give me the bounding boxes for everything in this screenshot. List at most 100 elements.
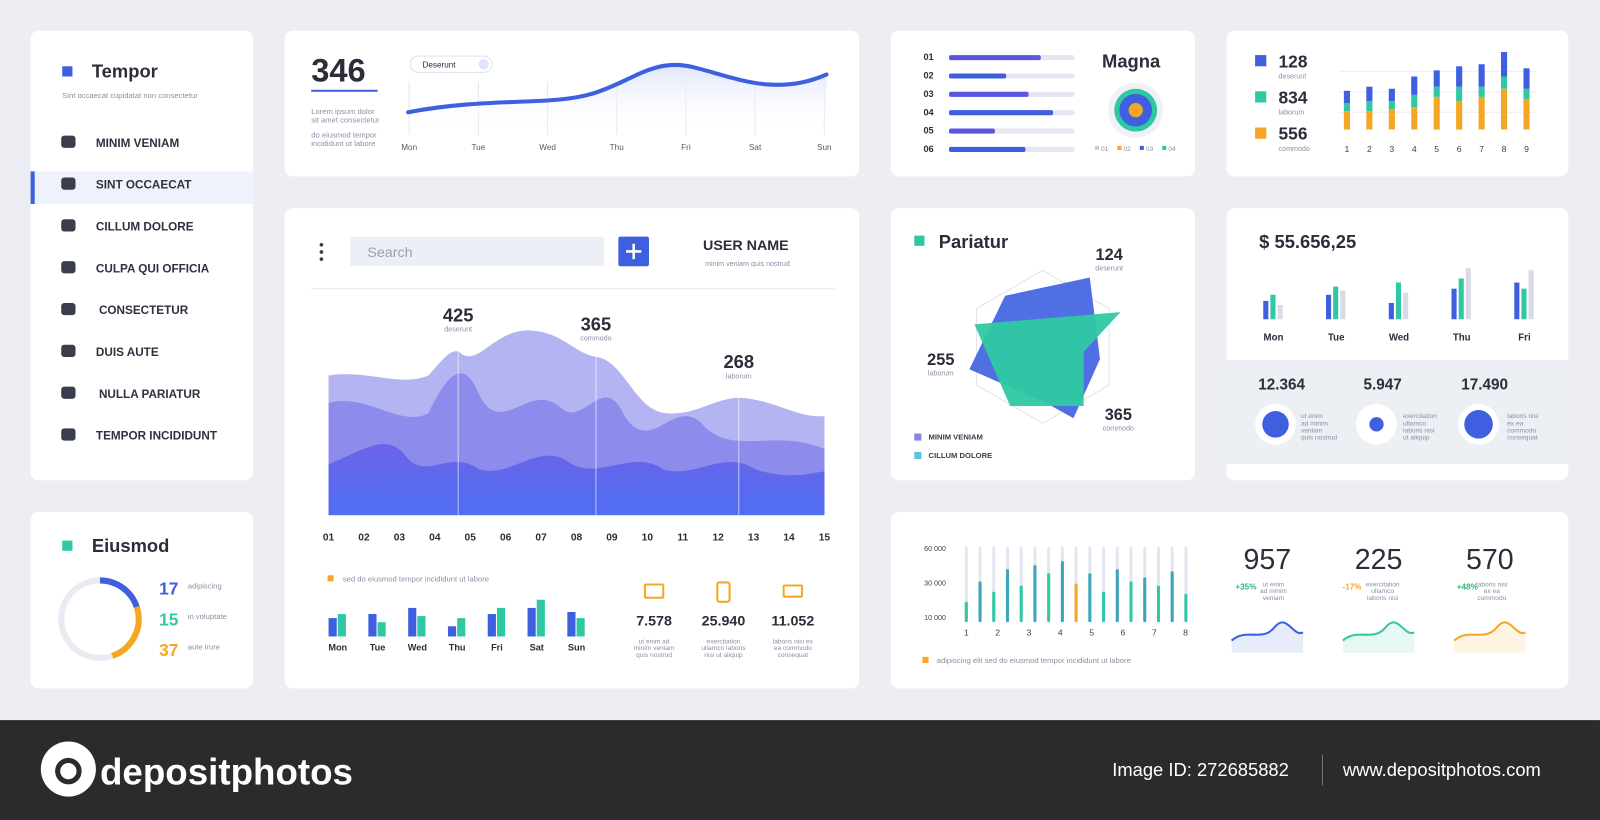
stack-bar (1523, 98, 1530, 130)
stack-bar (1501, 88, 1508, 130)
menu-item[interactable]: SINT OCCAECAT (96, 179, 192, 192)
radar-grid (976, 269, 1110, 424)
bar-fill (948, 73, 1007, 79)
underline (311, 89, 378, 92)
mini-bar (337, 614, 346, 637)
menu-icon (61, 302, 76, 316)
kpi-value: 12.364 (1258, 377, 1305, 394)
brand-name: depositphotos (100, 751, 353, 792)
stack-bar (1523, 88, 1530, 99)
mini-bar (1263, 300, 1269, 320)
x-label: 12 (712, 533, 724, 544)
peak-label: laborum (726, 372, 752, 380)
x-label: 4 (1412, 144, 1417, 154)
stack-bar (1343, 111, 1350, 130)
user-note: minim veniam quis nostrud (705, 260, 790, 268)
mini-bar (1333, 286, 1339, 320)
canvas: Tempor Sint occaecat cupidatat non consec… (0, 30, 1600, 820)
menu-item[interactable]: DUIS AUTE (96, 346, 159, 359)
point-label: laborum (928, 369, 954, 377)
menu-item[interactable]: MINIM VENIAM (96, 137, 179, 150)
radar-shape (974, 312, 1121, 406)
day-label: Thu (449, 643, 466, 653)
bar-fill (948, 110, 1054, 116)
panel-title: Magna (1102, 50, 1161, 71)
x-label: 7 (1152, 627, 1157, 637)
search-box (349, 236, 605, 267)
menu-icon (61, 344, 76, 357)
active-indicator (30, 171, 35, 204)
mini-bar (1458, 278, 1464, 320)
day-label: Mon (1264, 333, 1284, 344)
kpi-label: laboris nisi (1367, 595, 1399, 602)
kpi-label: ad minim (1301, 420, 1328, 427)
day-label: Thu (610, 143, 624, 152)
bar-fill (948, 55, 1041, 61)
note: do eiusmod tempor (311, 131, 377, 140)
menu-icon (61, 261, 76, 274)
mini-bar (1451, 288, 1457, 320)
stack-bar (1433, 70, 1440, 87)
day-label: Fri (491, 643, 503, 653)
menu-icon (61, 135, 76, 148)
day-label: Sat (749, 143, 762, 152)
kpi-value: 957 (1244, 544, 1292, 576)
menu-item[interactable]: CULPA QUI OFFICIA (96, 262, 210, 275)
sparkline-area (1454, 622, 1526, 653)
stack-bar (1388, 109, 1395, 130)
note: sit amet consectetur (311, 115, 380, 124)
icon-square (62, 540, 73, 551)
kpi-label: veniam (1263, 595, 1285, 602)
x-label: 15 (819, 533, 831, 544)
item-label: adipiscing (188, 582, 222, 591)
monitor-icon (643, 583, 665, 599)
site-url: www.depositphotos.com (1342, 759, 1541, 780)
mini-bar (487, 614, 496, 637)
mini-bar (1326, 294, 1332, 320)
row-label: 06 (923, 144, 933, 154)
row-label: 03 (923, 89, 933, 99)
x-label: 8 (1502, 144, 1507, 154)
legend-swatch (1139, 145, 1144, 150)
stack-bar (1433, 96, 1440, 130)
sparkline (1230, 621, 1304, 642)
item-value: 37 (159, 640, 178, 660)
stack-bar (1478, 86, 1485, 97)
menu-item[interactable]: TEMPOR INCIDIDUNT (96, 430, 218, 443)
x-label: 5 (1434, 144, 1439, 154)
peak-value: 425 (443, 304, 474, 325)
activity-bar (1060, 561, 1064, 623)
tag-pill (409, 55, 493, 73)
activity-bar (1047, 573, 1051, 623)
legend-swatch (914, 451, 922, 459)
stack-bar (1456, 86, 1463, 101)
menu-dot (319, 250, 324, 254)
x-label: 09 (606, 533, 618, 544)
note: incididunt ut labore (311, 139, 375, 148)
area-layer (328, 444, 825, 516)
footer-bar (0, 720, 1600, 820)
menu-item[interactable]: CILLUM DOLORE (96, 221, 194, 234)
stack-bar (1366, 111, 1373, 130)
stack-bar (1456, 100, 1463, 130)
day-label: Sat (530, 643, 544, 653)
kpi-value: 7.578 (636, 613, 672, 629)
mini-bar (447, 626, 457, 637)
point-value: 255 (927, 351, 954, 369)
kpi-value: 11.052 (771, 613, 814, 629)
menu-dot (319, 242, 324, 247)
menu-item[interactable]: CONSECTETUR (99, 304, 189, 317)
kpi-label: ut aliquip (1403, 435, 1430, 442)
menu-item[interactable]: NULLA PARIATUR (99, 388, 201, 401)
mini-bar (1277, 304, 1283, 320)
item-label: aute irure (188, 643, 220, 652)
activity-bar (1170, 571, 1174, 623)
mini-bar (1395, 282, 1402, 320)
kpi-label: laboris nisi (1403, 427, 1435, 434)
kpi-label: ut enim ad (639, 639, 670, 646)
mini-bar (417, 616, 426, 637)
search-placeholder[interactable]: Search (367, 245, 412, 261)
count-label: laborum (1279, 109, 1305, 117)
peak-value: 268 (723, 351, 754, 372)
menu-icon (61, 177, 76, 190)
